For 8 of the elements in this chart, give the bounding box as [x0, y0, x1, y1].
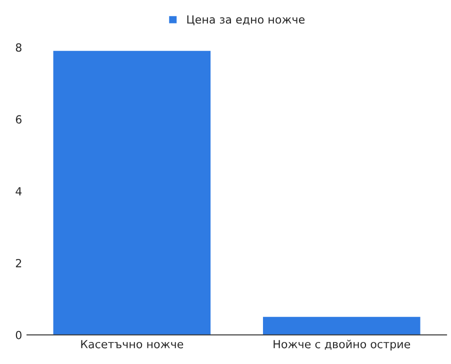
- y-tick-label: 0: [16, 330, 22, 340]
- y-tick-label: 4: [16, 187, 22, 196]
- x-tick-label: Ножче с двойно острие: [274, 340, 410, 350]
- y-tick-label: 2: [16, 258, 22, 268]
- legend-label: Цена за едно ножче: [187, 15, 305, 26]
- y-tick-label: 8: [16, 43, 22, 52]
- y-tick-label: 6: [16, 115, 22, 124]
- x-tick-label: Касетъчно ножче: [81, 340, 184, 348]
